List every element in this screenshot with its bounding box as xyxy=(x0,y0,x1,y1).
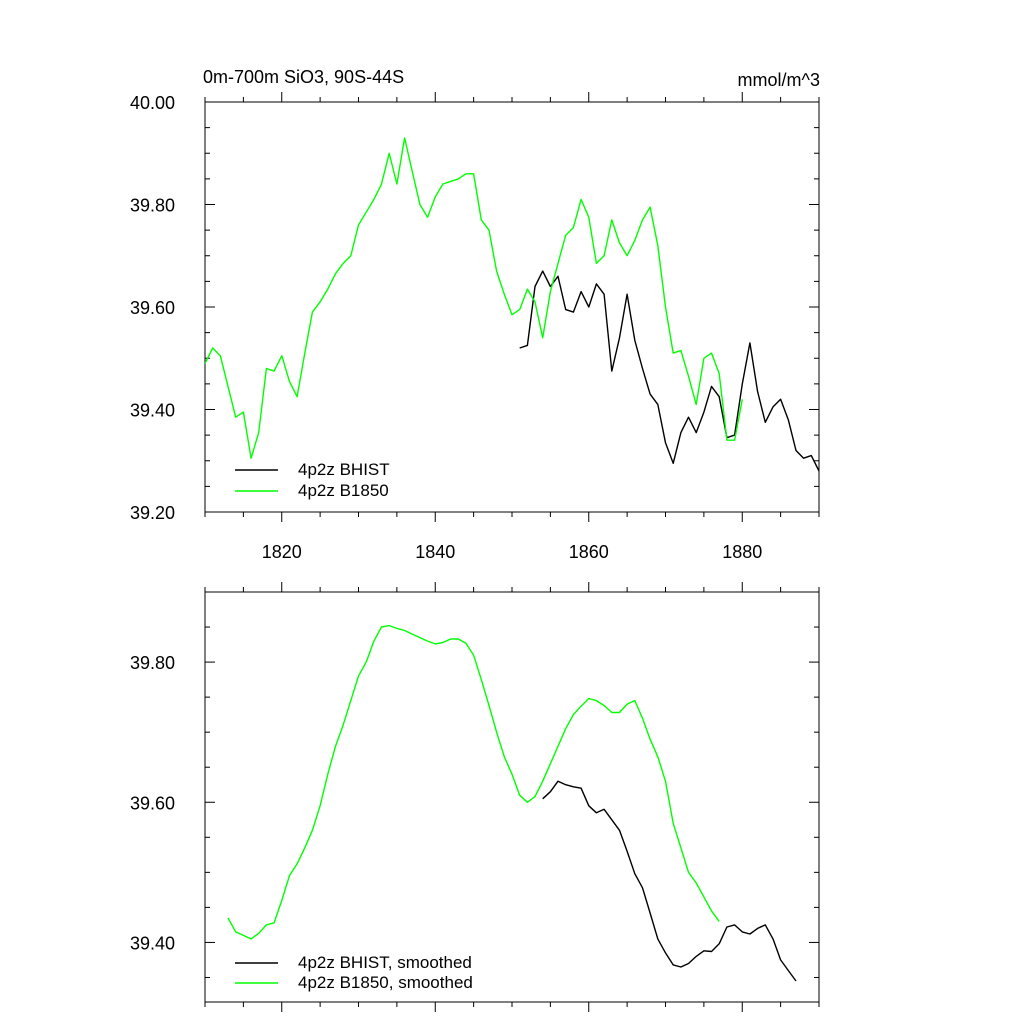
legend-label-b1850-smoothed: 4p2z B1850, smoothed xyxy=(298,973,473,992)
y-tick-label: 40.00 xyxy=(130,93,175,113)
top-panel-units: mmol/m^3 xyxy=(738,70,820,90)
x-tick-label: 1880 xyxy=(722,542,762,562)
series-line-4p2z-bhist xyxy=(519,270,820,472)
series-line-4p2z-b1850-smoothed xyxy=(227,624,720,940)
y-tick-label: 39.20 xyxy=(130,503,175,523)
bottom-panel: 39.40 39.60 39.80 4p2z BHIST, smoothed 4p2… xyxy=(130,582,820,1012)
legend-label-bhist: 4p2z BHIST xyxy=(298,460,390,479)
top-panel-title: 0m-700m SiO3, 90S-44S xyxy=(203,67,404,87)
top-panel: 0m-700m SiO3, 90S-44S mmol/m^3 1820 1840 1… xyxy=(130,67,820,562)
x-tick-label: 1860 xyxy=(569,542,609,562)
x-tick-label: 1820 xyxy=(262,542,302,562)
legend-label-bhist-smoothed: 4p2z BHIST, smoothed xyxy=(298,953,472,972)
y-tick-label: 39.80 xyxy=(130,653,175,673)
x-tick-label: 1840 xyxy=(415,542,455,562)
legend-label-b1850: 4p2z B1850 xyxy=(298,481,389,500)
y-tick-label: 39.40 xyxy=(130,401,175,421)
bottom-panel-frame xyxy=(204,591,820,1003)
y-tick-label: 39.40 xyxy=(130,933,175,953)
series-line-4p2z-b1850 xyxy=(204,137,743,459)
series-line-4p2z-bhist-smoothed xyxy=(542,780,797,982)
y-tick-label: 39.60 xyxy=(130,793,175,813)
y-tick-label: 39.60 xyxy=(130,298,175,318)
y-tick-label: 39.80 xyxy=(130,196,175,216)
top-panel-frame xyxy=(204,101,820,513)
